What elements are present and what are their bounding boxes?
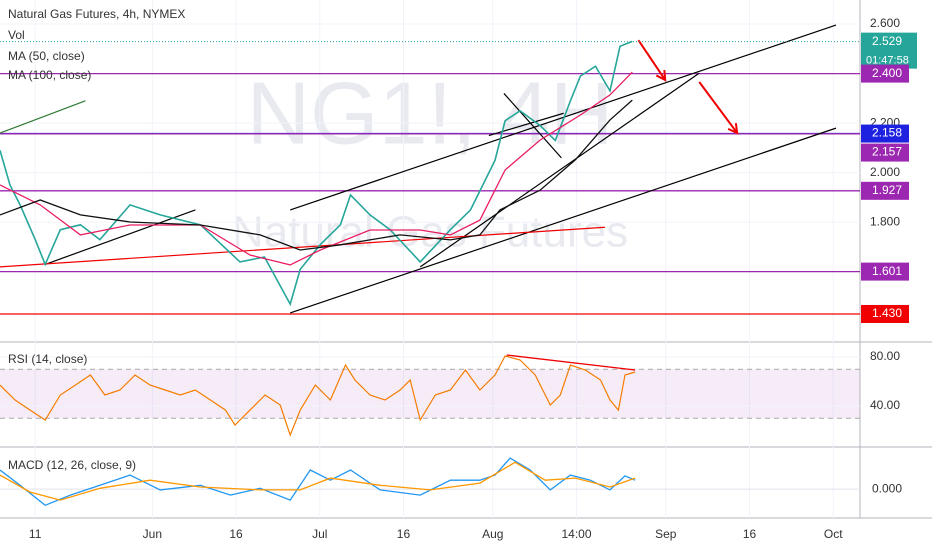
level-badge <box>861 124 909 143</box>
y-tick-label: 2.600 <box>870 16 900 30</box>
price-badge-label: 2.529 <box>872 34 902 48</box>
moving-average <box>0 71 633 266</box>
trend-line <box>419 72 700 268</box>
macd-line <box>0 457 636 507</box>
arrow <box>698 81 739 135</box>
x-tick-label: 16 <box>397 527 411 541</box>
level-badge-label: 1.927 <box>872 183 902 197</box>
arrow <box>637 39 667 82</box>
x-tick-label: Jun <box>143 527 162 541</box>
level-badge-label: 2.158 <box>872 126 902 140</box>
countdown: 01:47:58 <box>866 55 909 67</box>
trend-line <box>290 24 837 211</box>
indicator-label: MA (50, close) <box>8 49 85 63</box>
indicator-label: Vol <box>8 28 25 42</box>
macd-line <box>0 461 636 501</box>
x-tick-label: Jul <box>312 527 327 541</box>
level-badge <box>861 143 909 162</box>
level-badge <box>861 64 909 83</box>
chart-title: Natural Gas Futures, 4h, NYMEX <box>8 7 185 21</box>
x-tick-label: 16 <box>743 527 757 541</box>
trend-line <box>290 127 837 314</box>
y-tick-label: 0.000 <box>872 481 902 495</box>
trend-line <box>0 226 605 268</box>
y-tick-label: 2.000 <box>870 165 900 179</box>
x-tick-label: Aug <box>482 527 503 541</box>
moving-average <box>0 99 633 251</box>
level-badge-label: 1.430 <box>872 306 902 320</box>
plot <box>0 0 860 518</box>
level-badge <box>861 181 909 200</box>
macd-title: MACD (12, 26, close, 9) <box>8 458 136 472</box>
level-badge <box>861 304 909 323</box>
price-badge <box>861 32 917 69</box>
rsi-band <box>0 369 860 419</box>
x-tick-label: 11 <box>29 527 42 541</box>
y-tick-label: 80.00 <box>870 349 900 363</box>
rsi-title: RSI (14, close) <box>8 352 87 366</box>
trend-line <box>488 112 564 137</box>
y-tick-label: 40.00 <box>870 398 900 412</box>
x-tick-label: 16 <box>229 527 243 541</box>
trend-line <box>0 100 86 134</box>
level-badge-label: 2.157 <box>872 145 902 159</box>
x-tick-label: 14:00 <box>561 527 591 541</box>
level-badge <box>861 262 909 281</box>
x-tick-label: Sep <box>655 527 677 541</box>
trend-line <box>503 93 562 159</box>
trend-line <box>44 209 196 265</box>
level-badge-label: 2.400 <box>872 66 902 80</box>
indicator-label: MA (100, close) <box>8 68 91 82</box>
watermark: NG1!, 4H <box>247 63 614 162</box>
y-tick-label: 1.800 <box>870 214 900 228</box>
level-badge-label: 1.601 <box>872 264 902 278</box>
x-tick-label: Oct <box>824 527 843 541</box>
rsi-trend-line <box>506 354 636 371</box>
rsi-line <box>0 355 636 437</box>
